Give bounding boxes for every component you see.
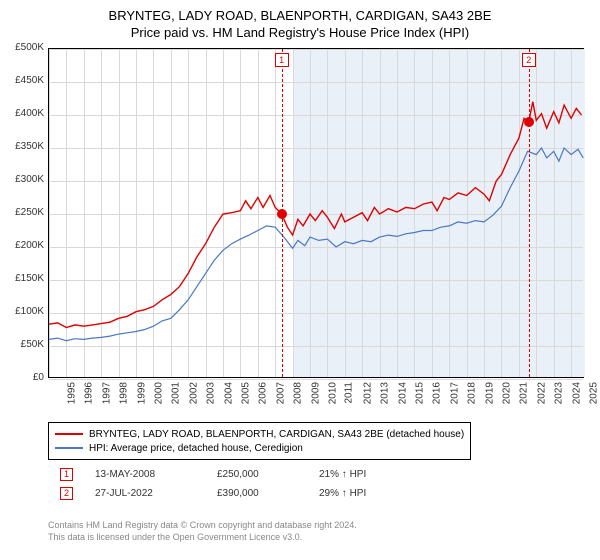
y-tick-label: £0 <box>4 372 44 383</box>
y-tick-label: £450K <box>4 75 44 86</box>
x-tick-label: 2007 <box>275 382 286 404</box>
x-tick-label: 1995 <box>66 382 77 404</box>
x-tick-label: 2025 <box>588 382 599 404</box>
chart-title: BRYNTEG, LADY ROAD, BLAENPORTH, CARDIGAN… <box>0 0 600 23</box>
y-tick-label: £250K <box>4 207 44 218</box>
x-tick-label: 2024 <box>571 382 582 404</box>
legend-item: HPI: Average price, detached house, Cere… <box>55 441 464 455</box>
series-line <box>49 148 583 341</box>
x-tick-label: 2010 <box>327 382 338 404</box>
y-tick-label: £300K <box>4 174 44 185</box>
x-tick-label: 1999 <box>136 382 147 404</box>
event-date: 13-MAY-2008 <box>85 466 205 483</box>
x-tick-label: 2009 <box>310 382 321 404</box>
x-tick-label: 2022 <box>536 382 547 404</box>
x-tick-label: 1997 <box>101 382 112 404</box>
legend-label: HPI: Average price, detached house, Cere… <box>89 443 303 454</box>
event-marker-dot <box>524 117 534 127</box>
x-tick-label: 2008 <box>292 382 303 404</box>
x-tick-label: 1998 <box>118 382 129 404</box>
y-tick-label: £50K <box>4 339 44 350</box>
x-tick-label: 2004 <box>223 382 234 404</box>
event-marker-box: 2 <box>522 53 536 67</box>
x-tick-label: 2021 <box>519 382 530 404</box>
x-tick-label: 2001 <box>171 382 182 404</box>
x-tick-label: 2006 <box>258 382 269 404</box>
x-tick-label: 2014 <box>397 382 408 404</box>
x-tick-label: 2013 <box>379 382 390 404</box>
event-table-row: 1 13-MAY-2008£250,00021% ↑ HPI <box>50 466 376 483</box>
x-tick-label: 2018 <box>467 382 478 404</box>
event-number-box: 2 <box>60 487 73 500</box>
event-marker-box: 1 <box>275 53 289 67</box>
event-number-box: 1 <box>60 468 73 481</box>
x-tick-label: 2005 <box>240 382 251 404</box>
event-price: £250,000 <box>207 466 307 483</box>
y-tick-label: £500K <box>4 42 44 53</box>
x-tick-label: 2015 <box>414 382 425 404</box>
event-table-row: 2 27-JUL-2022£390,00029% ↑ HPI <box>50 485 376 502</box>
event-price: £390,000 <box>207 485 307 502</box>
y-tick-label: £400K <box>4 108 44 119</box>
x-tick-label: 2016 <box>432 382 443 404</box>
event-delta: 21% ↑ HPI <box>309 466 376 483</box>
y-tick-label: £150K <box>4 273 44 284</box>
x-tick-label: 2019 <box>484 382 495 404</box>
series-line <box>49 102 582 328</box>
legend-swatch <box>55 447 83 449</box>
events-table: 1 13-MAY-2008£250,00021% ↑ HPI 2 27-JUL-202… <box>48 464 378 504</box>
x-tick-label: 2012 <box>362 382 373 404</box>
event-delta: 29% ↑ HPI <box>309 485 376 502</box>
x-tick-label: 2011 <box>344 382 355 404</box>
event-date: 27-JUL-2022 <box>85 485 205 502</box>
x-tick-label: 2002 <box>188 382 199 404</box>
x-tick-label: 2000 <box>153 382 164 404</box>
legend-swatch <box>55 433 83 435</box>
x-tick-label: 2003 <box>205 382 216 404</box>
legend-label: BRYNTEG, LADY ROAD, BLAENPORTH, CARDIGAN… <box>89 429 464 440</box>
y-tick-label: £200K <box>4 240 44 251</box>
attribution-text: Contains HM Land Registry data © Crown c… <box>48 520 357 543</box>
attribution-line-1: Contains HM Land Registry data © Crown c… <box>48 520 357 532</box>
event-marker-dot <box>277 209 287 219</box>
attribution-line-2: This data is licensed under the Open Gov… <box>48 532 357 544</box>
y-tick-label: £350K <box>4 141 44 152</box>
chart-subtitle: Price paid vs. HM Land Registry's House … <box>0 25 600 40</box>
y-tick-label: £100K <box>4 306 44 317</box>
x-tick-label: 2020 <box>501 382 512 404</box>
legend-item: BRYNTEG, LADY ROAD, BLAENPORTH, CARDIGAN… <box>55 427 464 441</box>
x-tick-label: 2023 <box>554 382 565 404</box>
x-tick-label: 1996 <box>84 382 95 404</box>
x-tick-label: 2017 <box>449 382 460 404</box>
